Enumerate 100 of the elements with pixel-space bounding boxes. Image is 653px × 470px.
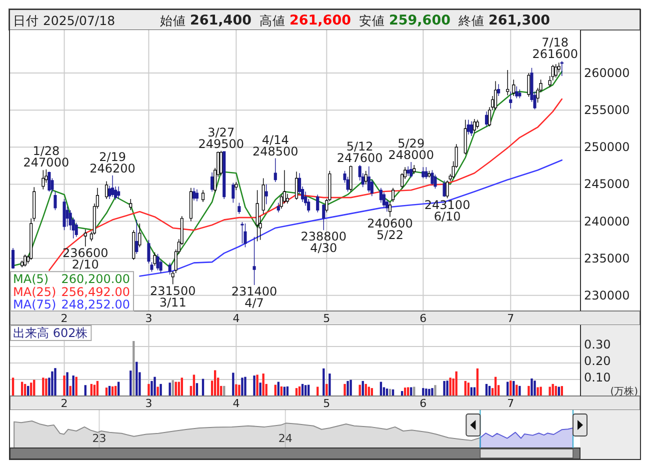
- bar: [238, 384, 240, 396]
- candlestick: [153, 252, 156, 266]
- candlestick: [430, 170, 434, 186]
- candlestick: [412, 164, 416, 174]
- bar: [455, 371, 458, 396]
- bar: [154, 376, 156, 396]
- bar: [172, 380, 174, 396]
- candlestick: [446, 180, 449, 199]
- candlestick: [476, 119, 479, 129]
- candlestick: [527, 72, 530, 98]
- bar: [214, 370, 216, 396]
- candlestick: [222, 151, 226, 200]
- y-tick-label: 260000: [584, 66, 630, 80]
- candlestick: [391, 188, 395, 202]
- bar: [346, 380, 349, 396]
- bar: [516, 384, 518, 396]
- candlestick: [42, 170, 45, 190]
- bar: [467, 382, 470, 396]
- candlestick: [472, 118, 476, 134]
- bar: [12, 378, 14, 396]
- candlestick: [238, 202, 241, 214]
- candlestick: [147, 239, 150, 264]
- x-tick-label: 2: [60, 312, 68, 325]
- candlestick: [62, 198, 66, 231]
- text: 日付 2025/07/18: [13, 13, 116, 28]
- bar: [344, 384, 346, 396]
- candlestick: [509, 91, 512, 109]
- bar: [168, 382, 171, 396]
- bar: [241, 378, 244, 396]
- note: 1/28 247000: [23, 144, 70, 170]
- bar: [422, 388, 424, 396]
- note: 231400 4/7: [231, 284, 278, 310]
- bar: [530, 378, 533, 396]
- candlestick: [264, 184, 268, 205]
- bar: [54, 368, 56, 396]
- candlestick: [54, 191, 57, 211]
- bar: [30, 382, 32, 396]
- y-tick-label: 255000: [584, 103, 630, 118]
- bar: [160, 384, 162, 396]
- bar: [130, 370, 132, 396]
- candlestick: [192, 188, 196, 201]
- bar: [328, 374, 331, 396]
- candlestick: [410, 162, 413, 178]
- candlestick: [189, 188, 192, 222]
- bar: [235, 384, 238, 396]
- bar: [42, 378, 44, 396]
- bar: [443, 380, 446, 396]
- candlestick: [434, 174, 437, 190]
- bar: [425, 388, 428, 396]
- note: 231500 3/11: [150, 284, 196, 310]
- candlestick: [111, 174, 114, 198]
- candlestick: [252, 236, 256, 286]
- candlestick: [276, 202, 280, 213]
- bar: [428, 388, 430, 396]
- candlestick: [30, 218, 33, 260]
- y-tick-label: 240000: [584, 214, 630, 228]
- bar: [72, 376, 74, 396]
- candlestick: [464, 119, 467, 155]
- bar: [431, 388, 434, 396]
- note: 4/14 248500: [252, 132, 298, 158]
- x-tick-label: 5: [323, 397, 330, 410]
- annotation: 260,200.00: [61, 272, 130, 286]
- bar: [540, 386, 542, 396]
- candlestick: [382, 192, 386, 208]
- bar: [45, 378, 48, 396]
- note: 2/19 246200: [90, 150, 136, 176]
- series-label: MA(5): [13, 272, 49, 286]
- x-tick-label: 4: [232, 397, 240, 410]
- bar: [136, 362, 138, 396]
- candlestick: [11, 248, 15, 270]
- x-tick-label: 4: [232, 312, 240, 325]
- x-tick-label: 3: [145, 312, 152, 325]
- x-tick-label: 7: [507, 397, 514, 410]
- bar: [156, 386, 159, 396]
- y-tick-label: 245000: [584, 177, 630, 192]
- candlestick: [210, 172, 214, 192]
- candlestick: [104, 180, 108, 200]
- bar: [244, 376, 246, 396]
- text: 高値: [260, 13, 286, 28]
- candlestick: [48, 171, 51, 192]
- candlestick: [294, 171, 298, 200]
- bar: [536, 387, 539, 396]
- x-tick-label: 3: [145, 397, 152, 410]
- bar: [259, 382, 262, 396]
- candlestick: [156, 254, 160, 271]
- candlestick: [428, 170, 431, 178]
- candlestick: [150, 262, 154, 272]
- candlestick: [367, 166, 370, 193]
- y-tick-label: 0.20: [584, 354, 611, 368]
- candlestick: [316, 194, 320, 213]
- candlestick: [138, 223, 142, 248]
- candlestick: [201, 190, 205, 202]
- x-tick-label: 6: [420, 397, 427, 410]
- candlestick: [422, 166, 425, 179]
- candlestick: [244, 223, 247, 248]
- bar: [51, 371, 54, 396]
- candlestick: [135, 219, 138, 254]
- bar: [434, 385, 436, 396]
- x-tick-label: 23: [92, 432, 106, 445]
- bar: [253, 376, 256, 396]
